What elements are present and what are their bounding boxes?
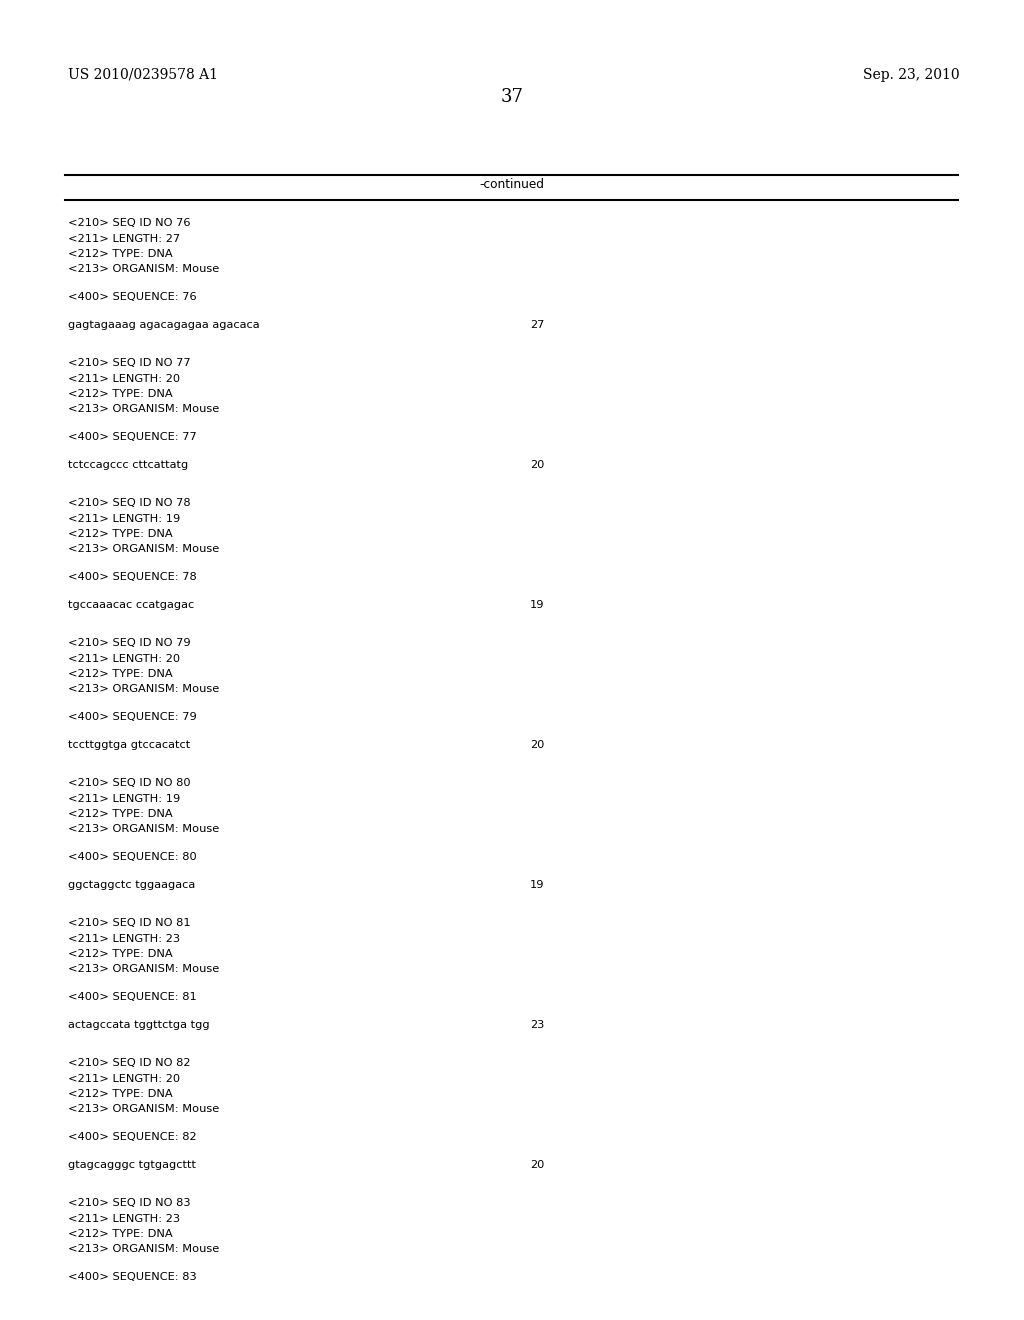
Text: tgccaaacac ccatgagac: tgccaaacac ccatgagac — [68, 599, 195, 610]
Text: tccttggtga gtccacatct: tccttggtga gtccacatct — [68, 739, 190, 750]
Text: <400> SEQUENCE: 83: <400> SEQUENCE: 83 — [68, 1272, 197, 1282]
Text: <212> TYPE: DNA: <212> TYPE: DNA — [68, 1229, 173, 1239]
Text: <210> SEQ ID NO 82: <210> SEQ ID NO 82 — [68, 1059, 190, 1068]
Text: <211> LENGTH: 20: <211> LENGTH: 20 — [68, 653, 180, 664]
Text: <211> LENGTH: 19: <211> LENGTH: 19 — [68, 513, 180, 524]
Text: <213> ORGANISM: Mouse: <213> ORGANISM: Mouse — [68, 544, 219, 554]
Text: gagtagaaag agacagagaa agacaca: gagtagaaag agacagagaa agacaca — [68, 319, 260, 330]
Text: 23: 23 — [530, 1019, 545, 1030]
Text: 19: 19 — [530, 599, 545, 610]
Text: <400> SEQUENCE: 82: <400> SEQUENCE: 82 — [68, 1133, 197, 1142]
Text: ggctaggctc tggaagaca: ggctaggctc tggaagaca — [68, 879, 196, 890]
Text: <213> ORGANISM: Mouse: <213> ORGANISM: Mouse — [68, 1105, 219, 1114]
Text: <212> TYPE: DNA: <212> TYPE: DNA — [68, 249, 173, 259]
Text: <211> LENGTH: 20: <211> LENGTH: 20 — [68, 1073, 180, 1084]
Text: -continued: -continued — [479, 178, 545, 191]
Text: <210> SEQ ID NO 81: <210> SEQ ID NO 81 — [68, 917, 190, 928]
Text: <210> SEQ ID NO 76: <210> SEQ ID NO 76 — [68, 218, 190, 228]
Text: <211> LENGTH: 20: <211> LENGTH: 20 — [68, 374, 180, 384]
Text: <400> SEQUENCE: 76: <400> SEQUENCE: 76 — [68, 292, 197, 302]
Text: <210> SEQ ID NO 80: <210> SEQ ID NO 80 — [68, 777, 190, 788]
Text: <210> SEQ ID NO 77: <210> SEQ ID NO 77 — [68, 358, 190, 368]
Text: 20: 20 — [530, 459, 545, 470]
Text: <213> ORGANISM: Mouse: <213> ORGANISM: Mouse — [68, 404, 219, 414]
Text: <212> TYPE: DNA: <212> TYPE: DNA — [68, 809, 173, 818]
Text: <210> SEQ ID NO 78: <210> SEQ ID NO 78 — [68, 498, 190, 508]
Text: <212> TYPE: DNA: <212> TYPE: DNA — [68, 949, 173, 960]
Text: <211> LENGTH: 23: <211> LENGTH: 23 — [68, 1213, 180, 1224]
Text: 20: 20 — [530, 739, 545, 750]
Text: <213> ORGANISM: Mouse: <213> ORGANISM: Mouse — [68, 264, 219, 275]
Text: 19: 19 — [530, 879, 545, 890]
Text: <213> ORGANISM: Mouse: <213> ORGANISM: Mouse — [68, 825, 219, 834]
Text: <211> LENGTH: 27: <211> LENGTH: 27 — [68, 234, 180, 243]
Text: <213> ORGANISM: Mouse: <213> ORGANISM: Mouse — [68, 685, 219, 694]
Text: <212> TYPE: DNA: <212> TYPE: DNA — [68, 1089, 173, 1100]
Text: <400> SEQUENCE: 79: <400> SEQUENCE: 79 — [68, 711, 197, 722]
Text: <400> SEQUENCE: 78: <400> SEQUENCE: 78 — [68, 572, 197, 582]
Text: tctccagccc cttcattatg: tctccagccc cttcattatg — [68, 459, 188, 470]
Text: US 2010/0239578 A1: US 2010/0239578 A1 — [68, 69, 218, 82]
Text: 37: 37 — [501, 88, 523, 106]
Text: <212> TYPE: DNA: <212> TYPE: DNA — [68, 389, 173, 399]
Text: <213> ORGANISM: Mouse: <213> ORGANISM: Mouse — [68, 1245, 219, 1254]
Text: <400> SEQUENCE: 80: <400> SEQUENCE: 80 — [68, 851, 197, 862]
Text: actagccata tggttctga tgg: actagccata tggttctga tgg — [68, 1019, 210, 1030]
Text: <213> ORGANISM: Mouse: <213> ORGANISM: Mouse — [68, 965, 219, 974]
Text: <210> SEQ ID NO 83: <210> SEQ ID NO 83 — [68, 1199, 190, 1208]
Text: <211> LENGTH: 19: <211> LENGTH: 19 — [68, 793, 180, 804]
Text: <210> SEQ ID NO 79: <210> SEQ ID NO 79 — [68, 638, 190, 648]
Text: 27: 27 — [530, 319, 545, 330]
Text: <212> TYPE: DNA: <212> TYPE: DNA — [68, 669, 173, 678]
Text: <400> SEQUENCE: 77: <400> SEQUENCE: 77 — [68, 432, 197, 442]
Text: <212> TYPE: DNA: <212> TYPE: DNA — [68, 529, 173, 539]
Text: <400> SEQUENCE: 81: <400> SEQUENCE: 81 — [68, 993, 197, 1002]
Text: Sep. 23, 2010: Sep. 23, 2010 — [863, 69, 961, 82]
Text: 20: 20 — [530, 1159, 545, 1170]
Text: <211> LENGTH: 23: <211> LENGTH: 23 — [68, 933, 180, 944]
Text: gtagcagggc tgtgagcttt: gtagcagggc tgtgagcttt — [68, 1159, 196, 1170]
